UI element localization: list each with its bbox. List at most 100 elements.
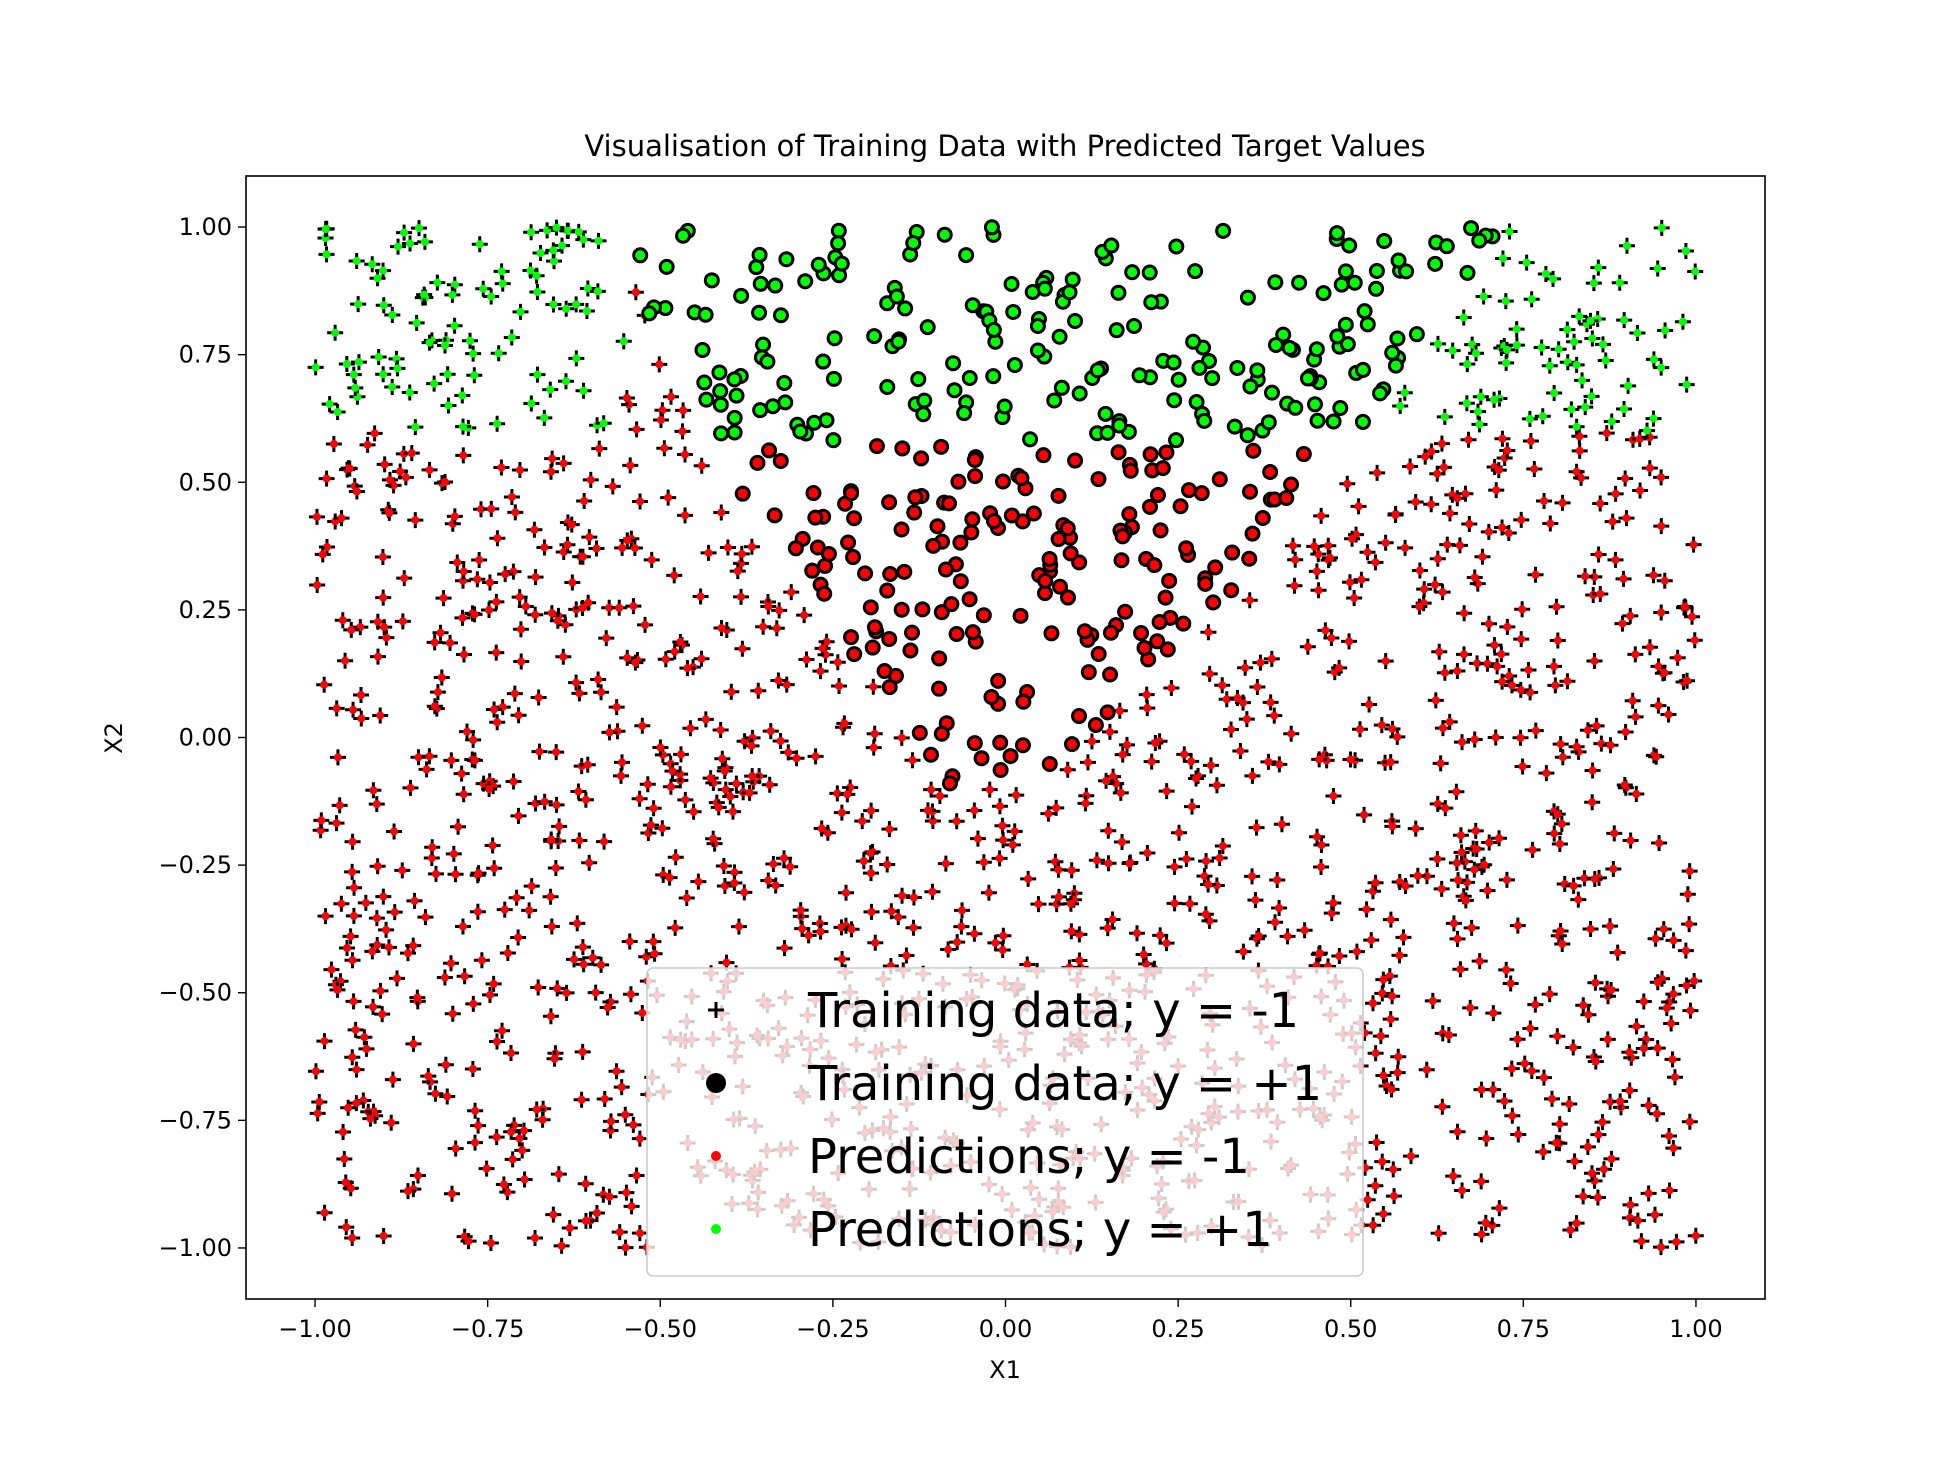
prediction-point [385, 943, 394, 952]
training-point-negative [333, 510, 350, 527]
prediction-point [1492, 486, 1501, 495]
training-point-positive [726, 409, 743, 426]
prediction-point [1489, 1009, 1498, 1018]
prediction-point [558, 241, 567, 250]
training-point-positive [816, 585, 833, 602]
training-point-negative [991, 850, 1008, 867]
training-point-negative [1249, 678, 1266, 695]
prediction-point [322, 543, 331, 552]
prediction-point [380, 460, 389, 469]
training-point-negative [350, 354, 367, 371]
prediction-point [1460, 609, 1469, 618]
prediction-point [1660, 668, 1669, 677]
prediction-point [644, 308, 655, 319]
training-point-negative [628, 1167, 645, 1184]
training-point-negative [1638, 1031, 1655, 1048]
prediction-point [966, 527, 977, 538]
training-point-negative [348, 1095, 365, 1112]
prediction-point [944, 498, 955, 509]
prediction-point [1438, 588, 1447, 597]
training-point-negative [1047, 853, 1064, 870]
training-point-negative [1497, 293, 1514, 310]
training-point-negative [403, 445, 420, 462]
prediction-point [617, 1083, 626, 1092]
training-point-negative [1548, 598, 1565, 615]
training-point-negative [1480, 615, 1497, 632]
prediction-point [547, 609, 556, 618]
prediction-point [1104, 826, 1113, 835]
training-point-negative [1374, 985, 1391, 1002]
prediction-point [908, 238, 919, 249]
training-point-positive [1211, 471, 1228, 488]
training-point-negative [788, 750, 805, 767]
training-point-negative [1462, 999, 1479, 1016]
training-point-positive [797, 273, 814, 290]
prediction-point [1317, 511, 1326, 520]
training-point-negative [485, 975, 502, 992]
training-point-positive [749, 454, 766, 471]
training-point-negative [489, 530, 506, 547]
prediction-point [812, 542, 823, 553]
prediction-point [1109, 772, 1118, 781]
prediction-point [732, 779, 741, 788]
prediction-point [470, 610, 479, 619]
training-point-negative [381, 939, 398, 956]
prediction-point [729, 427, 740, 438]
prediction-point [463, 727, 472, 736]
prediction-point [837, 923, 846, 932]
prediction-point [928, 887, 937, 896]
prediction-point [1420, 585, 1429, 594]
prediction-point [762, 356, 773, 367]
prediction-point [848, 552, 859, 563]
prediction-point [1501, 297, 1510, 306]
prediction-point [619, 337, 628, 346]
prediction-point [1241, 663, 1250, 672]
prediction-point [333, 985, 342, 994]
prediction-point [597, 960, 606, 969]
training-point-negative [333, 895, 350, 912]
prediction-point [1588, 334, 1597, 343]
training-point-positive [1110, 284, 1127, 301]
training-point-positive [941, 775, 958, 792]
prediction-point [953, 938, 962, 947]
prediction-point [1053, 490, 1064, 501]
prediction-point [373, 274, 382, 283]
prediction-point [658, 824, 667, 833]
prediction-point [1218, 681, 1227, 690]
training-point-negative [483, 500, 500, 517]
training-point-negative [521, 902, 538, 919]
prediction-point [1196, 488, 1207, 499]
training-point-negative [1478, 1130, 1495, 1147]
prediction-point [1520, 1059, 1529, 1068]
training-point-negative [1208, 777, 1225, 794]
prediction-point [1472, 349, 1481, 358]
prediction-point [1613, 948, 1622, 957]
prediction-point [798, 924, 807, 933]
training-point-negative [511, 589, 528, 606]
training-point-positive [1278, 489, 1295, 506]
prediction-point [1038, 450, 1049, 461]
training-point-positive [1149, 633, 1166, 650]
prediction-point [1116, 788, 1125, 797]
prediction-point [471, 1138, 480, 1147]
training-point-negative [467, 1134, 484, 1151]
prediction-point [899, 566, 910, 577]
prediction-point [1581, 572, 1590, 581]
prediction-point [882, 585, 893, 596]
prediction-point [1575, 446, 1584, 455]
prediction-point [1183, 485, 1194, 496]
training-point-negative [839, 786, 856, 803]
prediction-point [1518, 762, 1527, 771]
training-point-negative [1518, 254, 1535, 271]
training-point-positive [1263, 384, 1280, 401]
training-point-negative [1248, 819, 1265, 836]
training-point-negative [1197, 906, 1214, 923]
prediction-point [1371, 1049, 1380, 1058]
training-point-negative [577, 791, 594, 808]
training-point-negative [729, 563, 746, 580]
training-point-negative [1004, 836, 1021, 853]
training-point-negative [1571, 428, 1588, 445]
prediction-point [489, 979, 498, 988]
training-point-positive [805, 485, 822, 502]
training-point-negative [614, 539, 631, 556]
